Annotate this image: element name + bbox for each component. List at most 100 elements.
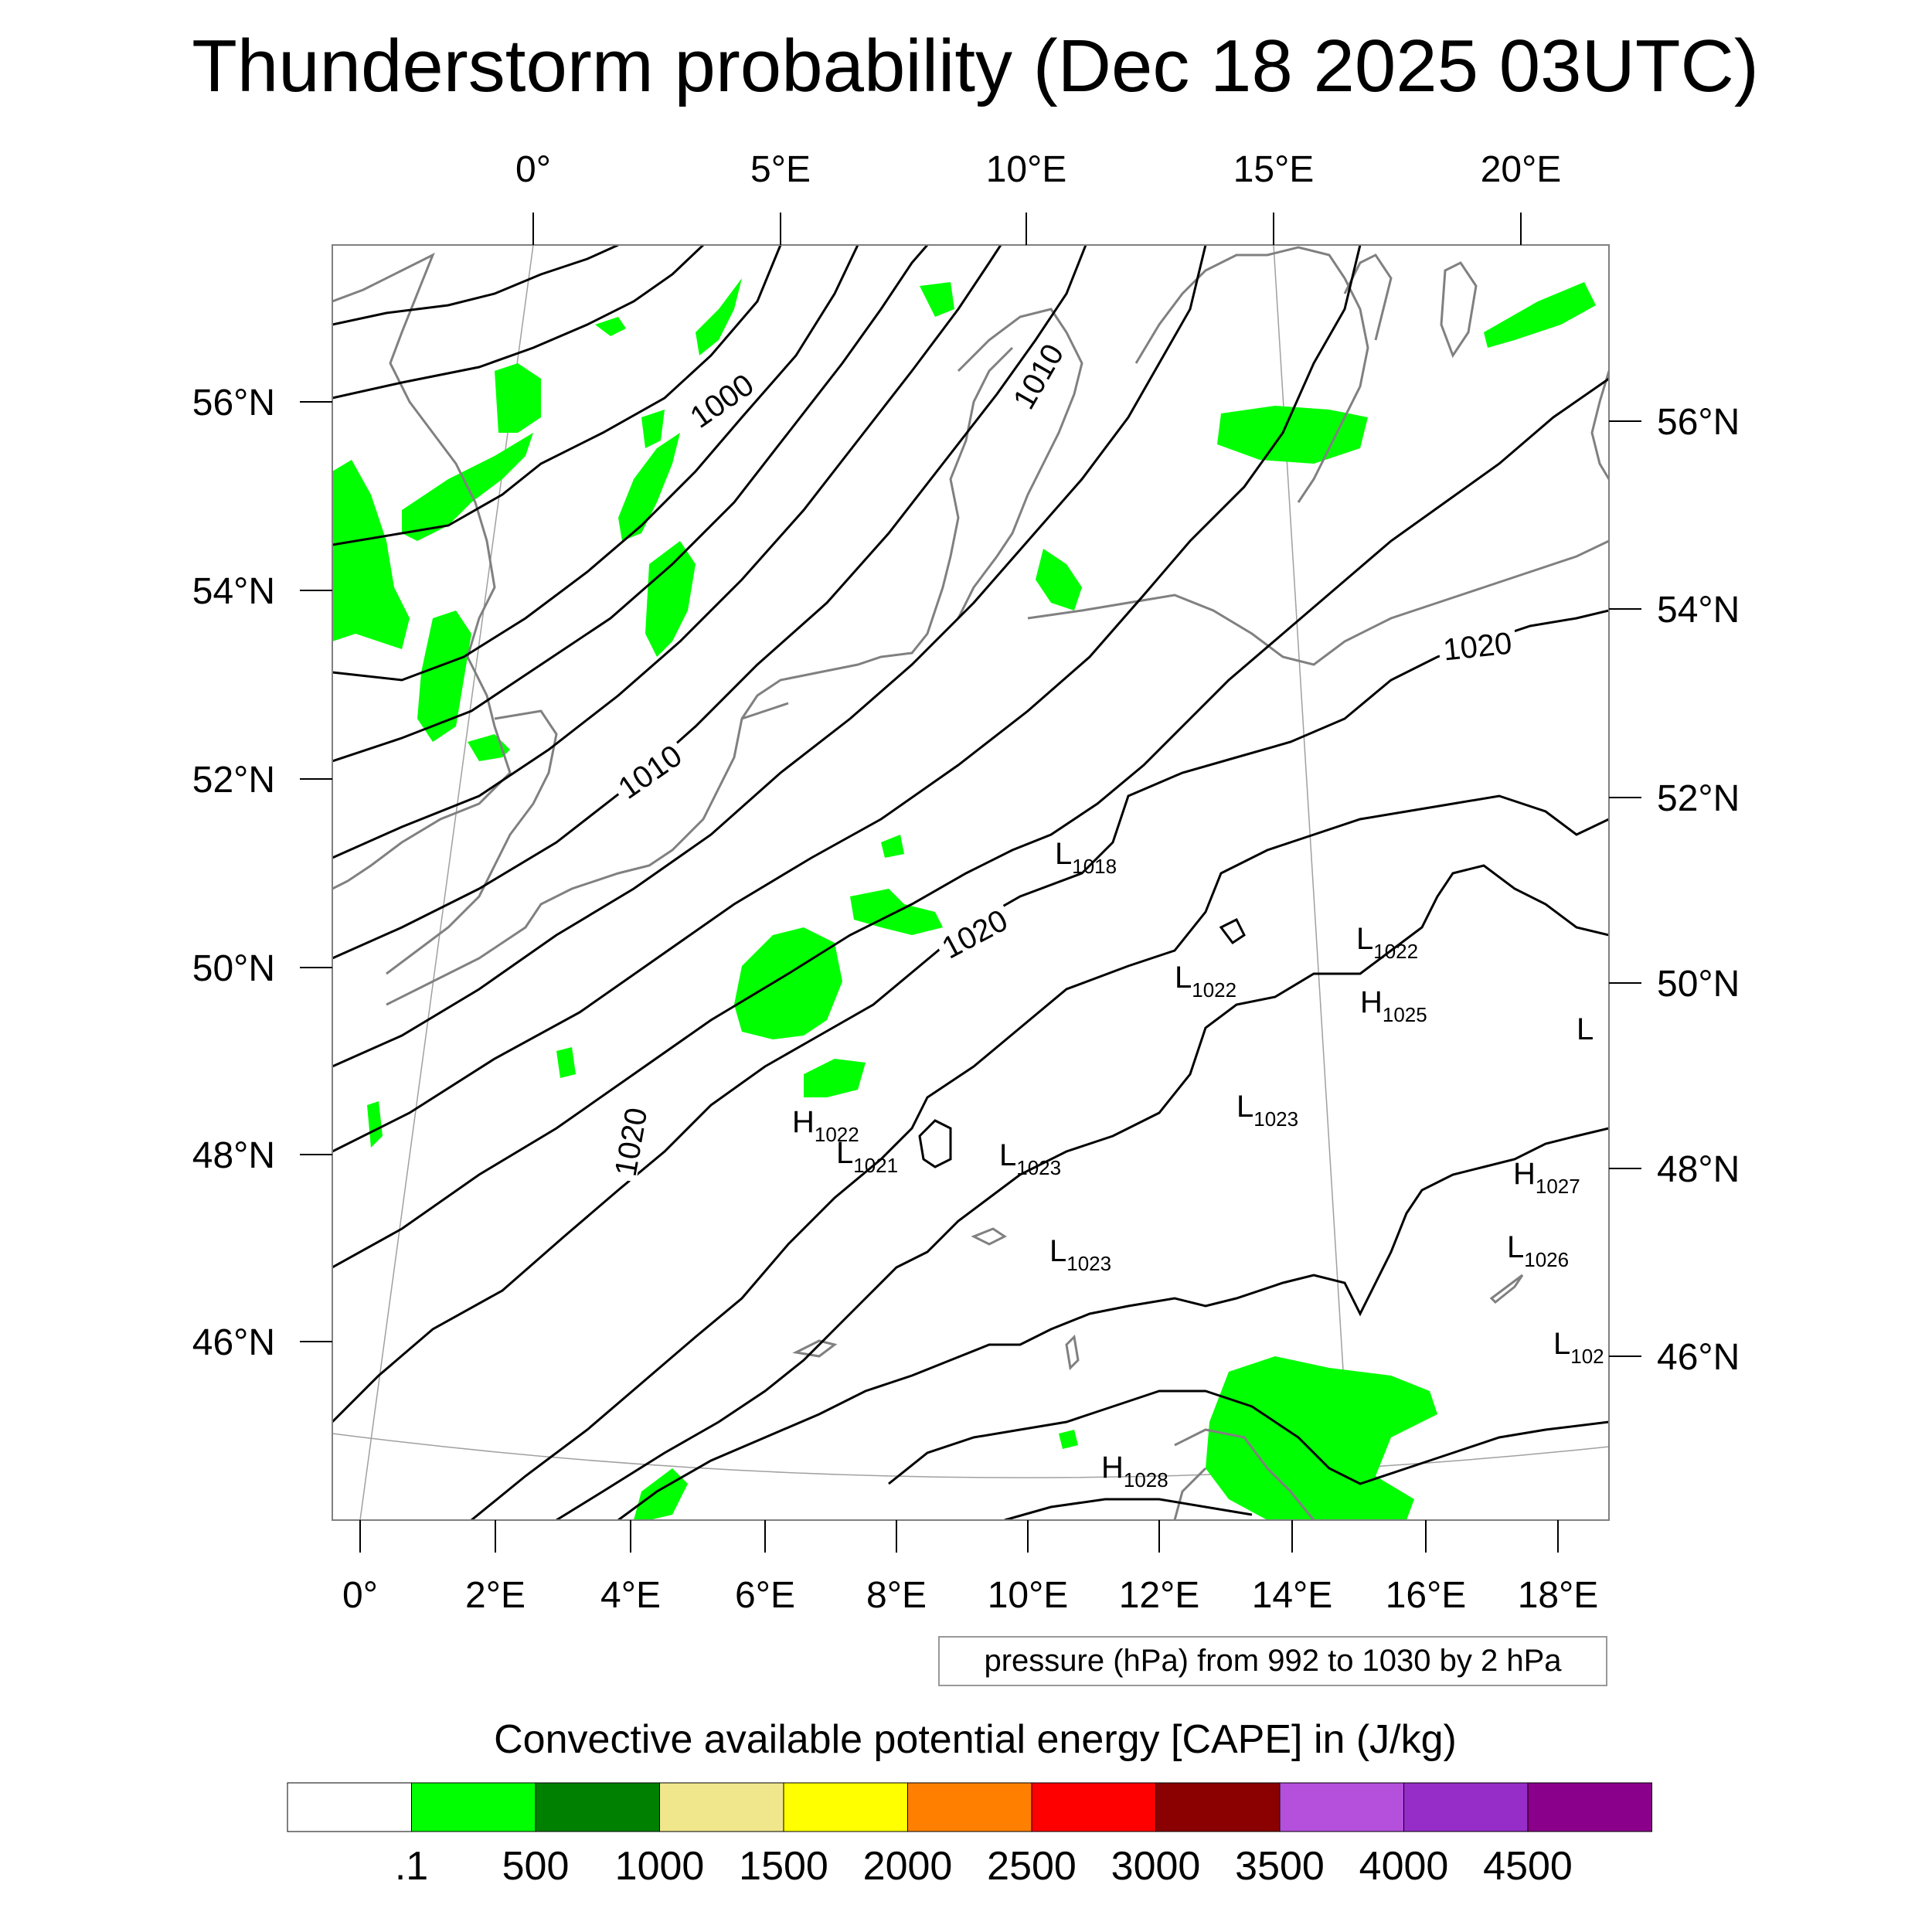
colorbar-swatch <box>1527 1782 1652 1832</box>
isobar-label-bg <box>679 363 760 434</box>
lake-constance <box>971 1227 1007 1246</box>
cape-area <box>920 282 954 317</box>
cape-area <box>1217 406 1368 464</box>
pressure-center-value: 1026 <box>1524 1248 1569 1271</box>
pressure-center-value: 1022 <box>1373 940 1418 963</box>
cape-area <box>495 363 541 433</box>
right-lat-tick-label: 50°N <box>1657 964 1740 1005</box>
pressure-center-type: L <box>1175 961 1192 995</box>
coastline-sweden-east <box>1343 253 1393 341</box>
bottom-lon-tick-label: 2°E <box>465 1575 526 1616</box>
pressure-center-label: L1022 <box>1356 922 1418 963</box>
cape-area <box>734 927 842 1039</box>
pressure-center-type: L <box>999 1138 1016 1172</box>
cape-area <box>1059 1430 1078 1449</box>
top-lon-tick-label: 15°E <box>1233 149 1315 190</box>
cape-area <box>417 611 471 742</box>
pressure-center-type: H <box>792 1105 815 1139</box>
pressure-center-label: L102 <box>1553 1327 1604 1368</box>
pressure-center-value: 1021 <box>853 1154 898 1177</box>
colorbar-swatch <box>1031 1782 1156 1832</box>
coastline-lowlands <box>740 346 1014 719</box>
pressure-center-type: L <box>1507 1230 1524 1264</box>
pressure-center-label: L1018 <box>1055 837 1117 878</box>
cape-area <box>556 1047 576 1078</box>
map-frame <box>332 244 1610 1521</box>
pressure-center-type: H <box>1513 1157 1536 1191</box>
coastline-denmark <box>957 308 1083 619</box>
bottom-lon-tick-label: 12°E <box>1119 1575 1200 1616</box>
lake-balaton <box>1489 1274 1524 1304</box>
cape-area <box>367 1101 383 1148</box>
cape-area <box>634 1468 688 1520</box>
colorbar-swatch <box>1403 1782 1529 1832</box>
isobar-label: 1010 <box>1007 338 1071 415</box>
map-area <box>332 245 1609 1520</box>
colorbar-label: 4500 <box>1483 1844 1573 1889</box>
bottom-lon-tick-label: 8°E <box>866 1575 927 1616</box>
cape-area <box>881 835 904 858</box>
right-lat-tick-label: 46°N <box>1657 1337 1740 1378</box>
chart-title: Thunderstorm probability (Dec 18 2025 03… <box>192 25 1759 107</box>
cape-fields <box>332 278 1596 1520</box>
lake-garda <box>1065 1334 1080 1371</box>
contour-note: pressure (hPa) from 992 to 1030 by 2 hPa <box>938 1636 1607 1686</box>
colorbar-label: 500 <box>502 1844 570 1889</box>
left-lat-tick-label: 56°N <box>192 383 275 423</box>
pressure-center-label: L1022 <box>1175 961 1236 1002</box>
colorbar-label: 3000 <box>1111 1844 1201 1889</box>
isobar <box>332 245 1002 859</box>
bottom-lon-tick-label: 10°E <box>988 1575 1069 1616</box>
isobar <box>332 245 1207 1068</box>
right-lat-tick-label: 48°N <box>1657 1149 1740 1190</box>
pressure-center-label: L1023 <box>1049 1234 1111 1275</box>
pressure-center-label: L1021 <box>836 1136 898 1177</box>
pressure-center-label: H1027 <box>1513 1157 1580 1198</box>
colorbar-label: 3500 <box>1235 1844 1325 1889</box>
top-lon-tick-label: 0° <box>515 149 551 190</box>
cape-area <box>641 410 665 448</box>
colorbar-labels: .1 500 1000 1500 2000 2500 3000 3500 4000 4500 <box>395 1844 1573 1889</box>
colorbar-label: 2500 <box>987 1844 1077 1889</box>
pressure-center-label: L1026 <box>1507 1230 1569 1271</box>
lake-geneva <box>792 1339 838 1358</box>
cape-area <box>804 1059 866 1097</box>
colorbar-swatch <box>659 1782 784 1832</box>
colorbar-label: 1500 <box>739 1844 828 1889</box>
cape-area <box>1036 549 1082 611</box>
pressure-center-type: L <box>1236 1090 1253 1124</box>
isobar-label-bg <box>605 1100 650 1182</box>
colorbar-label: 1000 <box>615 1844 705 1889</box>
left-lat-tick-label: 48°N <box>192 1135 275 1176</box>
isobar <box>332 377 1609 1269</box>
isobar-loop <box>918 1119 952 1168</box>
isobar-label-bg <box>931 899 1015 963</box>
right-lat-tick-label: 54°N <box>1657 590 1740 631</box>
isobar <box>471 794 1609 1520</box>
pressure-center-value: 102 <box>1570 1345 1604 1368</box>
pressure-center-type: L <box>1356 922 1373 956</box>
pressure-center-type: L <box>1049 1234 1066 1268</box>
colorbar-label: 4000 <box>1359 1844 1449 1889</box>
colorbar-swatch <box>535 1782 660 1832</box>
isobar <box>1004 1498 1253 1520</box>
coastline-sweden <box>1134 246 1369 503</box>
pressure-center-label: H1028 <box>1101 1451 1168 1492</box>
cape-area <box>696 278 742 355</box>
pressure-center-value: 1023 <box>1066 1252 1111 1275</box>
pressure-center-label: L1023 <box>1236 1090 1298 1131</box>
cape-area <box>618 433 680 541</box>
isobar-loop <box>1219 917 1246 945</box>
colorbar-title: Convective available potential energy [C… <box>494 1717 1457 1762</box>
axis-labels: 0° 5°E 10°E 15°E 20°E 0° 2°E 4°E 6°E 8°E 10°E 12°E 1… <box>192 149 1740 1616</box>
cape-area <box>1206 1356 1437 1520</box>
isobar-label-bg <box>1437 623 1518 663</box>
isobar-label: 1020 <box>609 1105 655 1179</box>
colorbar: Convective available potential energy [C… <box>287 1717 1652 1889</box>
coastline-britain <box>332 252 512 890</box>
right-lat-tick-label: 56°N <box>1657 402 1740 443</box>
isobar <box>332 245 1362 1153</box>
contour-note-box <box>938 1636 1607 1686</box>
isobar-label-bg <box>1002 333 1069 417</box>
